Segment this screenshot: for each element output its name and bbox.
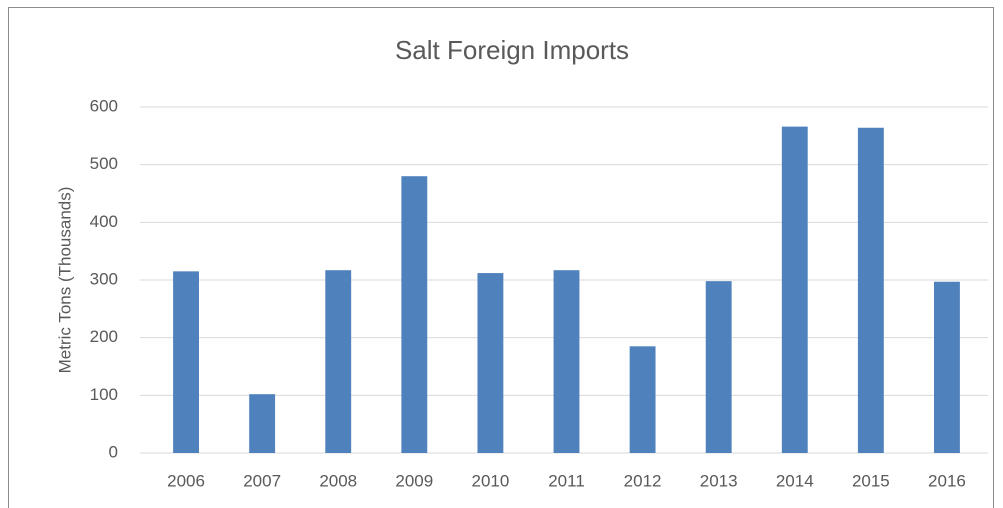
bar (325, 270, 352, 453)
chart-title: Salt Foreign Imports (395, 35, 629, 65)
y-tick-label: 400 (90, 212, 118, 231)
x-tick-label: 2013 (700, 471, 738, 490)
x-tick-label: 2010 (471, 471, 509, 490)
bar (857, 127, 884, 453)
y-tick-label: 200 (90, 327, 118, 346)
x-tick-label: 2011 (548, 471, 585, 490)
y-axis-label: Metric Tons (Thousands) (55, 187, 74, 374)
x-tick-label: 2007 (243, 471, 281, 490)
y-tick-label: 0 (109, 442, 118, 461)
bar (553, 270, 580, 453)
bar (934, 281, 960, 453)
x-tick-label: 2012 (624, 471, 662, 490)
y-tick-label: 500 (90, 154, 118, 173)
bar (249, 394, 276, 453)
x-tick-label: 2014 (776, 471, 814, 490)
x-tick-label: 2015 (852, 471, 890, 490)
x-tick-label: 2016 (928, 471, 966, 490)
x-tick-label: 2006 (167, 471, 205, 490)
bar (401, 176, 428, 453)
y-tick-label: 300 (90, 269, 118, 288)
y-tick-label: 100 (90, 385, 118, 404)
bar (781, 126, 808, 454)
bar (173, 271, 199, 453)
bar (477, 273, 504, 453)
x-tick-label: 2008 (319, 471, 357, 490)
bar (705, 281, 732, 453)
x-tick-label: 2009 (395, 471, 433, 490)
y-tick-label: 600 (90, 96, 118, 115)
bar (629, 346, 656, 453)
